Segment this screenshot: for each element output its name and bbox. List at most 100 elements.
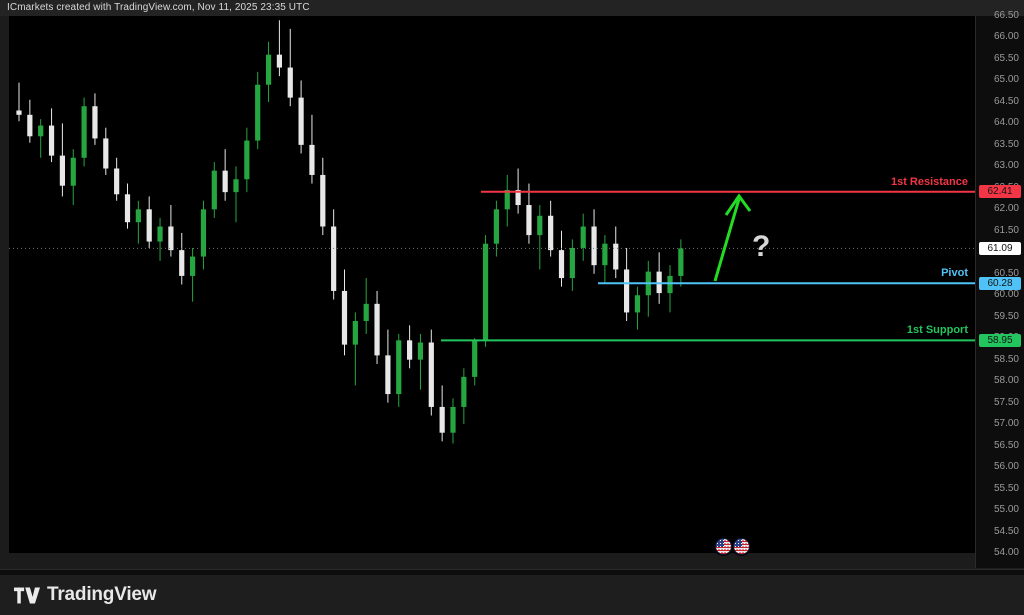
candle-body	[244, 140, 250, 180]
price-tick: 59.50	[993, 310, 1019, 322]
candle-body	[341, 290, 348, 345]
price-tick: 63.50	[993, 138, 1019, 150]
candle-body	[309, 144, 315, 175]
candle-body	[320, 174, 326, 227]
price-tick: 60.00	[993, 289, 1019, 301]
price-tick: 55.50	[993, 482, 1019, 494]
candle-body	[135, 209, 141, 223]
candle-body	[48, 125, 55, 156]
price-tick: 66.00	[993, 31, 1019, 43]
up-arrow-shaft	[713, 198, 741, 282]
support-price-badge: 58.95	[979, 333, 1021, 347]
price-chart-plot-area[interactable]: 1st Resistance Pivot 1st Support?	[9, 16, 975, 553]
candle-body	[591, 226, 597, 266]
candle-body	[634, 295, 641, 313]
candle-body	[580, 226, 586, 248]
last-price-badge: 61.09	[979, 241, 1021, 255]
candle-body	[385, 355, 391, 395]
candle-body	[407, 340, 413, 360]
chart-attribution-header: ICmarkets created with TradingView.com, …	[0, 0, 1024, 16]
candle-body	[103, 138, 109, 169]
question-mark-annotation: ?	[752, 230, 771, 263]
candle-body	[428, 342, 434, 407]
candle-body	[548, 215, 554, 251]
candle-body	[439, 406, 445, 433]
candle-body	[168, 226, 174, 251]
price-tick: 64.00	[993, 117, 1019, 129]
price-tick: 60.50	[993, 267, 1019, 279]
pivot-price-badge: 60.28	[979, 276, 1021, 290]
candle-body	[352, 321, 358, 345]
price-tick: 66.50	[993, 10, 1019, 21]
price-tick: 54.00	[993, 547, 1019, 558]
price-tick: 63.00	[993, 160, 1019, 172]
candle-body	[114, 168, 120, 195]
resistance-label: 1st Resistance	[890, 175, 968, 188]
price-tick: 58.00	[993, 375, 1019, 387]
price-tick: 65.00	[993, 74, 1019, 86]
price-tick: 56.50	[993, 439, 1019, 451]
tradingview-wordmark: TradingView	[47, 584, 157, 605]
price-tick: 58.50	[993, 353, 1019, 365]
price-tick: 56.00	[993, 461, 1019, 473]
price-tick: 61.50	[993, 224, 1019, 236]
chart-frame: 1st Resistance Pivot 1st Support? 66.50 66.…	[0, 11, 1024, 591]
candle-body	[27, 114, 33, 137]
candle-body	[450, 406, 456, 433]
candlestick-series-svg	[9, 20, 975, 444]
candle-body	[624, 269, 630, 313]
candle-body	[417, 342, 424, 360]
tradingview-logo-icon	[14, 587, 40, 603]
candle-body	[70, 157, 76, 186]
candle-body	[276, 54, 282, 68]
candle-body	[461, 376, 467, 407]
us-flag-icon[interactable]	[733, 538, 750, 555]
candle-body	[374, 303, 380, 356]
candle-body	[613, 243, 619, 270]
price-tick: 64.50	[993, 95, 1019, 107]
candle-body	[537, 215, 543, 236]
candle-body	[667, 275, 673, 294]
candle-body	[526, 205, 532, 236]
candle-body	[678, 248, 684, 276]
candle-body	[38, 125, 44, 137]
candle-body	[396, 340, 402, 395]
candle-body	[211, 170, 217, 210]
price-tick: 55.00	[993, 504, 1019, 516]
candle-body	[504, 189, 510, 210]
candle-body	[515, 189, 521, 206]
price-tick: 57.50	[993, 396, 1019, 408]
candle-body	[146, 209, 152, 242]
candle-body	[331, 226, 337, 291]
pivot-label: Pivot	[941, 267, 968, 280]
candle-body	[363, 303, 369, 322]
candle-body	[16, 110, 22, 115]
us-flag-icon[interactable]	[715, 538, 732, 555]
candle-body	[200, 209, 207, 257]
candle-body	[602, 243, 608, 266]
price-tick: 62.00	[993, 203, 1019, 215]
candle-body	[472, 340, 478, 377]
candle-body	[81, 106, 87, 158]
tradingview-logo: TradingView	[14, 584, 157, 606]
candle-body	[287, 67, 293, 98]
candle-body	[222, 170, 228, 193]
candle-body	[265, 54, 272, 85]
candle-body	[157, 226, 163, 242]
candle-body	[255, 84, 261, 141]
price-tick: 57.00	[993, 418, 1019, 430]
price-tick: 54.50	[993, 525, 1019, 537]
candle-body	[482, 243, 489, 341]
resistance-price-badge: 62.41	[979, 185, 1021, 199]
candle-body	[233, 179, 239, 193]
candle-body	[190, 256, 196, 276]
candle-body	[179, 250, 185, 276]
candle-body	[92, 106, 98, 139]
candle-body	[558, 250, 565, 279]
candle-body	[59, 155, 65, 186]
candle-body	[569, 247, 575, 279]
price-scale[interactable]: 66.50 66.00 65.50 65.00 64.50 64.00 63.50 63.00…	[975, 11, 1024, 568]
candle-body	[124, 194, 131, 223]
support-label: 1st Support	[906, 324, 968, 337]
